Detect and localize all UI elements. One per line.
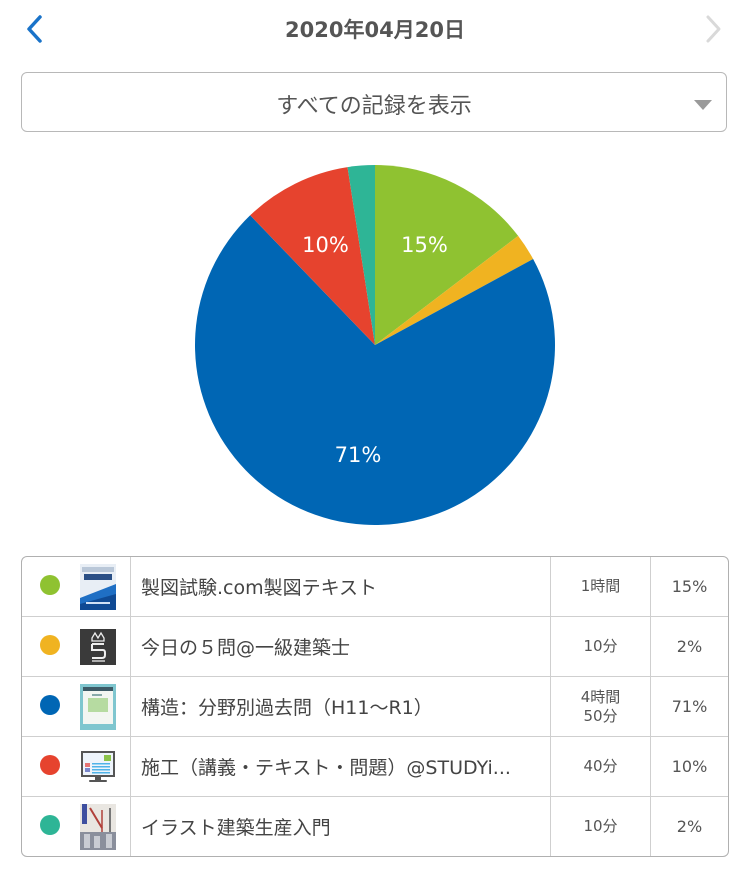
study-percent: 2% [676,817,703,836]
legend-row[interactable]: 製図試験.com製図テキスト 1時間 15% [22,557,728,617]
pie-chart-graphic [195,165,555,525]
crown-five-app-icon [78,617,131,677]
study-percent: 15% [651,557,728,617]
color-swatch-cell [22,677,78,737]
record-filter-dropdown[interactable]: すべての記録を表示 [21,72,727,132]
triangle-down-icon [694,100,712,110]
chevron-left-icon [27,15,42,43]
pie-chart: 15% 71% 10% [195,165,555,525]
color-swatch-cell [22,557,78,617]
material-name: イラスト建築生産入門 [131,797,551,856]
study-time-line1: 10分 [583,817,618,835]
pie-slice [195,215,555,525]
study-time: 40分 [551,737,651,797]
color-dot-icon [40,634,60,655]
study-time: 1時間 [551,557,651,617]
pie-slice-label: 15% [401,232,448,257]
legend-row[interactable]: 施工（講義・テキスト・問題）@STUDYi... 40分 10% [22,737,728,797]
color-dot-icon [40,694,60,715]
monitor-icon [78,737,131,797]
study-percent: 71% [651,677,728,737]
pie-slice [347,165,375,345]
color-dot-icon [40,814,60,835]
study-time: 4時間 50分 [551,677,651,737]
previous-day-button[interactable] [22,12,52,46]
color-dot-icon [40,574,60,595]
material-name: 施工（講義・テキスト・問題）@STUDYi... [131,737,551,797]
book-cover-esquisse-icon [78,557,131,617]
chevron-right-icon [706,15,721,43]
material-name: 今日の５問@一級建築士 [131,617,551,677]
color-swatch-cell [22,617,78,677]
legend-row[interactable]: 構造：分野別過去問（H11〜R1） 4時間 50分 71% [22,677,728,737]
color-dot-icon [40,754,60,775]
pie-slice-label: 10% [302,232,349,257]
study-time: 10分 [551,797,651,856]
study-time-line2: 50分 [583,706,618,725]
legend-table: 製図試験.com製図テキスト 1時間 15% 今日の５問@一級建築士 10分 2% 構造：分… [21,556,729,857]
study-percent: 10% [651,737,728,797]
material-name: 構造：分野別過去問（H11〜R1） [131,677,551,737]
study-time-line1: 4時間 [580,687,621,706]
study-time: 10分 [551,617,651,677]
study-time-line1: 10分 [583,637,618,655]
legend-row[interactable]: 今日の５問@一級建築士 10分 2% [22,617,728,677]
construction-book-cover-icon [78,797,131,856]
study-time-line1: 1時間 [580,577,621,595]
next-day-button[interactable] [698,12,728,46]
legend-row[interactable]: イラスト建築生産入門 10分 2% [22,797,728,856]
color-swatch-cell [22,797,78,856]
study-percent: 2% [651,617,728,677]
study-time-line1: 40分 [583,757,618,775]
pie-slice [250,167,375,345]
pie-slice [375,165,519,345]
date-title: 2020年04月20日 [285,18,465,42]
color-swatch-cell [22,737,78,797]
pie-slice [375,235,534,345]
material-name: 製図試験.com製図テキスト [131,557,551,617]
header: 2020年04月20日 [0,0,750,60]
dropdown-selected-value: すべての記録を表示 [276,94,472,119]
web-page-thumbnail-icon [78,677,131,737]
pie-slice-label: 71% [334,443,382,468]
